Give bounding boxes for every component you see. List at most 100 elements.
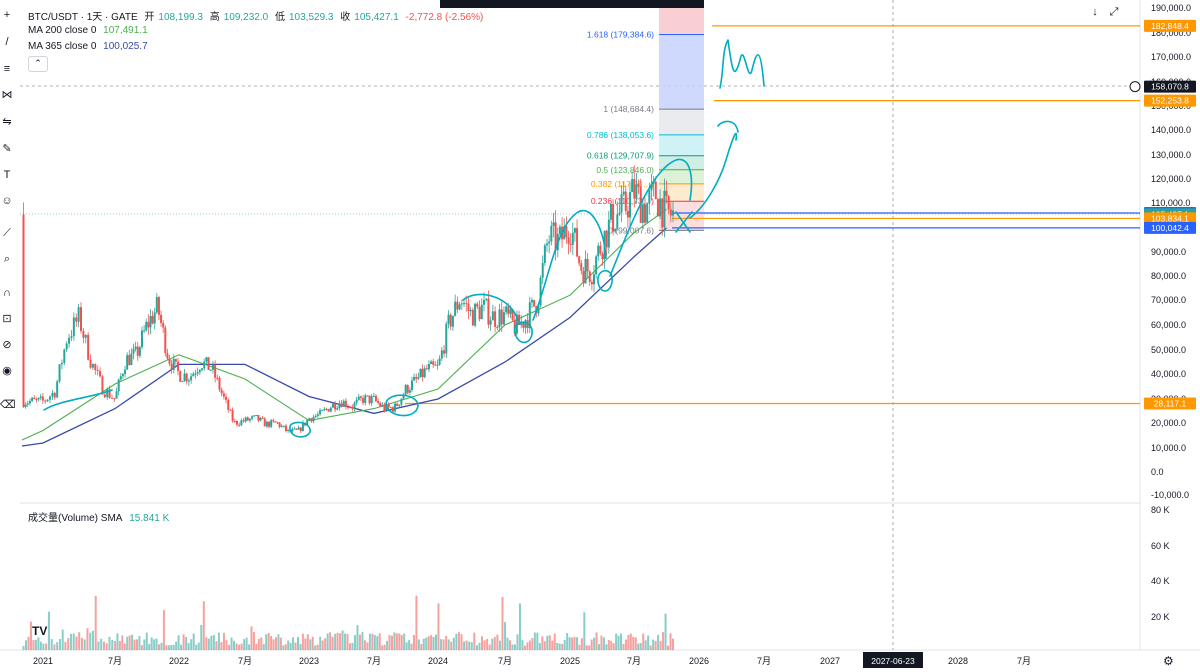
candle-body: [558, 226, 561, 235]
candle-body: [351, 407, 354, 409]
pattern-icon[interactable]: ⋈: [1, 89, 13, 101]
trash-icon[interactable]: ⌫: [0, 399, 16, 411]
candle-body: [509, 309, 512, 314]
magnet-icon[interactable]: ∩: [3, 287, 11, 299]
volume-bar: [511, 644, 514, 650]
volume-bar: [593, 637, 596, 650]
candle-body: [569, 243, 572, 245]
volume-bar: [442, 639, 445, 650]
candle-body: [91, 364, 94, 368]
fib-icon[interactable]: ≡: [3, 63, 11, 75]
candle-body: [134, 346, 137, 350]
candle-body: [94, 364, 97, 371]
collapse-legend-button[interactable]: ⌃: [28, 56, 48, 72]
ma365-legend[interactable]: MA 365 close 0 100,025.7: [28, 41, 152, 52]
candle-body: [471, 309, 474, 326]
volume-bar: [187, 643, 190, 650]
eye-icon[interactable]: ◉: [2, 365, 12, 377]
volume-bar: [615, 633, 618, 650]
zoom-icon[interactable]: ⌕: [3, 253, 11, 265]
text-icon[interactable]: T: [3, 169, 11, 181]
candle-body: [255, 415, 258, 417]
hand-drawings[interactable]: [43, 39, 765, 438]
candle-body: [185, 373, 188, 382]
gear-icon[interactable]: ⚙: [1163, 654, 1174, 668]
candle-body: [588, 271, 591, 283]
expand-icon[interactable]: ⤢: [1109, 6, 1119, 18]
volume-bar: [56, 642, 59, 650]
volume-bar: [123, 643, 126, 650]
hide-icon[interactable]: ⊘: [2, 339, 12, 351]
candle-body: [552, 222, 555, 226]
volume-bar: [353, 635, 356, 650]
candle-body: [108, 389, 111, 398]
axes: 190,000.0180,000.0170,000.0160,000.0150,…: [33, 3, 1191, 668]
tradingview-logo[interactable]: TV: [32, 624, 48, 638]
candle-body: [491, 311, 494, 321]
candle-body: [387, 403, 390, 408]
drawing-arc-2024: [462, 293, 519, 321]
emoji-icon[interactable]: ☺: [1, 195, 13, 207]
volume-bar: [457, 632, 460, 650]
candle-body: [665, 190, 668, 196]
candle-body: [194, 373, 197, 375]
scroll-down-icon[interactable]: ↓: [1092, 6, 1098, 18]
drawing-arc-recent: [609, 158, 693, 277]
y-tick-label: 180,000.0: [1151, 28, 1191, 38]
fibonacci-extension[interactable]: 1.618 (179,384.6) 1 (148,684.4) 0.786 (138…: [587, 0, 704, 235]
candle-body: [272, 420, 275, 422]
volume-bar: [135, 639, 138, 650]
candle-body: [505, 306, 508, 313]
brush-icon[interactable]: ✎: [2, 143, 12, 155]
volume-bar: [287, 640, 290, 650]
volume-bar: [252, 632, 255, 650]
drawing-zigzag: [719, 39, 765, 89]
crosshair-icon[interactable]: +: [3, 9, 11, 21]
candle-body: [291, 428, 294, 432]
candle-body: [128, 355, 131, 365]
trend-line-icon[interactable]: /: [5, 36, 9, 48]
x-tick-label: 2027: [820, 656, 840, 666]
candle-body: [605, 230, 608, 248]
lock-icon[interactable]: ⊡: [2, 313, 12, 325]
volume-bar: [316, 644, 319, 650]
candle-body: [327, 408, 330, 412]
candle-body: [599, 245, 602, 254]
close-label: 收: [340, 12, 351, 23]
volume-bar: [75, 636, 78, 650]
volume-bar: [440, 639, 443, 650]
ruler-icon[interactable]: ⟋: [3, 227, 11, 239]
candle-body: [28, 400, 31, 404]
candle-body: [366, 395, 369, 397]
volume-bar: [319, 636, 322, 650]
crosshair-date-label: 2027-06-23: [871, 656, 915, 666]
candle-body: [445, 323, 448, 354]
candle-body: [357, 396, 360, 400]
candle-body: [550, 225, 553, 242]
volume-bar: [434, 634, 437, 650]
projection-icon[interactable]: ⇋: [2, 116, 12, 128]
candle-body: [571, 232, 574, 245]
y-tick-label: 110,000.0: [1151, 198, 1190, 208]
volume-legend[interactable]: 成交量(Volume) SMA 15.841 K: [28, 509, 173, 524]
volume-bar: [64, 641, 67, 650]
volume-bar: [588, 645, 591, 650]
symbol-label[interactable]: BTC/USDT · 1天 · GATE: [28, 12, 138, 23]
volume-bar: [230, 637, 233, 650]
volume-bar: [368, 633, 371, 650]
candle-body: [192, 373, 195, 377]
volume-bar: [543, 641, 546, 650]
volume-bar: [624, 639, 627, 650]
volume-bar: [37, 637, 40, 650]
candle-body: [293, 428, 296, 430]
volume-bar: [108, 636, 111, 650]
volume-bar: [145, 632, 148, 650]
candle-body: [274, 421, 277, 423]
ma200-legend[interactable]: MA 200 close 0 107,491.1: [28, 25, 152, 36]
volume-bar: [284, 644, 287, 650]
candle-body: [46, 399, 49, 402]
candle-body: [231, 410, 234, 421]
candle-body: [205, 357, 208, 362]
horizontal-lines[interactable]: [405, 25, 1140, 405]
